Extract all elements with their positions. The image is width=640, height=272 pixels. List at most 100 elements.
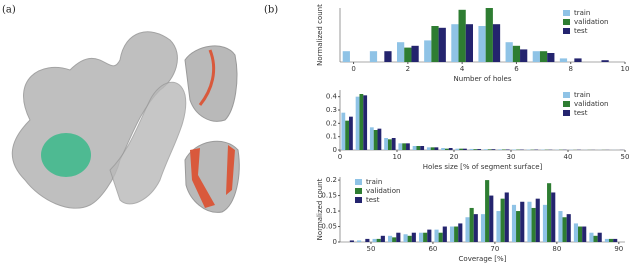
bar: [505, 192, 509, 242]
bar: [594, 236, 598, 242]
bar: [370, 127, 374, 150]
bar: [388, 236, 392, 242]
bar: [365, 239, 369, 242]
bar: [501, 199, 505, 242]
bar: [484, 149, 488, 150]
legend-label: train: [574, 9, 590, 17]
bar: [563, 217, 567, 242]
legend-label: train: [366, 178, 382, 186]
bar: [419, 233, 423, 242]
bar: [402, 143, 406, 150]
legend-label: validation: [366, 187, 400, 195]
bar: [496, 211, 500, 242]
bar: [396, 233, 400, 242]
bar: [567, 214, 571, 242]
legend-swatch: [563, 101, 570, 107]
bar: [397, 42, 404, 62]
bar: [601, 60, 608, 62]
bar: [605, 239, 609, 242]
x-tick-label: 50: [621, 153, 630, 161]
bar: [540, 51, 547, 62]
bar: [416, 146, 420, 150]
bar: [404, 234, 408, 242]
bar: [341, 113, 345, 150]
bar: [498, 149, 502, 150]
bar: [420, 146, 424, 150]
legend-swatch: [563, 92, 570, 98]
bar: [547, 53, 554, 62]
bar: [598, 233, 602, 242]
bar: [547, 183, 551, 242]
bar: [527, 202, 531, 242]
bar: [373, 239, 377, 242]
bar: [473, 149, 477, 150]
legend-swatch: [563, 10, 570, 16]
bar: [412, 233, 416, 242]
legend-swatch: [563, 28, 570, 34]
panel-label: (a): [2, 5, 16, 16]
x-tick-label: 10: [393, 153, 402, 161]
bar: [459, 149, 463, 150]
bar: [384, 138, 388, 150]
legend-swatch: [355, 179, 362, 185]
bar: [454, 227, 458, 242]
bar: [411, 46, 418, 62]
bar: [578, 227, 582, 242]
y-tick-label: 0.2: [326, 176, 337, 184]
legend-swatch: [355, 188, 362, 194]
y-tick-label: 0.2: [326, 119, 337, 127]
legend-swatch: [563, 19, 570, 25]
highlight-region: [41, 133, 91, 177]
bar: [512, 205, 516, 242]
legend-label: test: [574, 109, 588, 117]
y-tick-label: 0.1: [326, 133, 337, 141]
x-tick-label: 6: [514, 65, 519, 73]
legend-label: validation: [574, 18, 608, 26]
bar: [589, 233, 593, 242]
legend-label: test: [574, 27, 588, 35]
y-tick-label: 0.3: [326, 106, 337, 114]
bar: [439, 233, 443, 242]
bar: [506, 42, 513, 62]
bar: [445, 149, 449, 150]
bar: [574, 223, 578, 242]
legend-label: validation: [574, 100, 608, 108]
bar: [439, 28, 446, 62]
bar: [392, 138, 396, 150]
bar: [378, 129, 382, 150]
bar: [485, 180, 489, 242]
bar: [431, 147, 435, 150]
bar: [536, 199, 540, 242]
bar: [502, 149, 506, 150]
y-tick-label: 0: [333, 146, 337, 154]
bar: [413, 146, 417, 150]
bar: [455, 149, 459, 150]
x-tick-label: 10: [621, 65, 630, 73]
x-tick-label: 2: [406, 65, 410, 73]
bar: [458, 223, 462, 242]
bar: [486, 8, 493, 62]
bar: [443, 227, 447, 242]
legend-label: train: [574, 91, 590, 99]
bar: [512, 149, 516, 150]
legend-swatch: [355, 197, 362, 203]
bar: [427, 230, 431, 242]
x-tick-label: 80: [552, 245, 561, 253]
bar: [408, 236, 412, 242]
y-axis-label: Normalized count: [316, 178, 324, 240]
bar: [493, 24, 500, 62]
bar: [520, 202, 524, 242]
bar: [392, 237, 396, 242]
x-tick-label: 4: [460, 65, 465, 73]
x-tick-label: 20: [450, 153, 459, 161]
x-tick-label: 50: [367, 245, 376, 253]
bar: [435, 147, 439, 150]
x-tick-label: 90: [614, 245, 623, 253]
bar: [466, 24, 473, 62]
bar: [434, 230, 438, 242]
bar: [370, 51, 377, 62]
bar: [506, 149, 510, 150]
bar: [582, 227, 586, 242]
bar: [427, 147, 431, 150]
